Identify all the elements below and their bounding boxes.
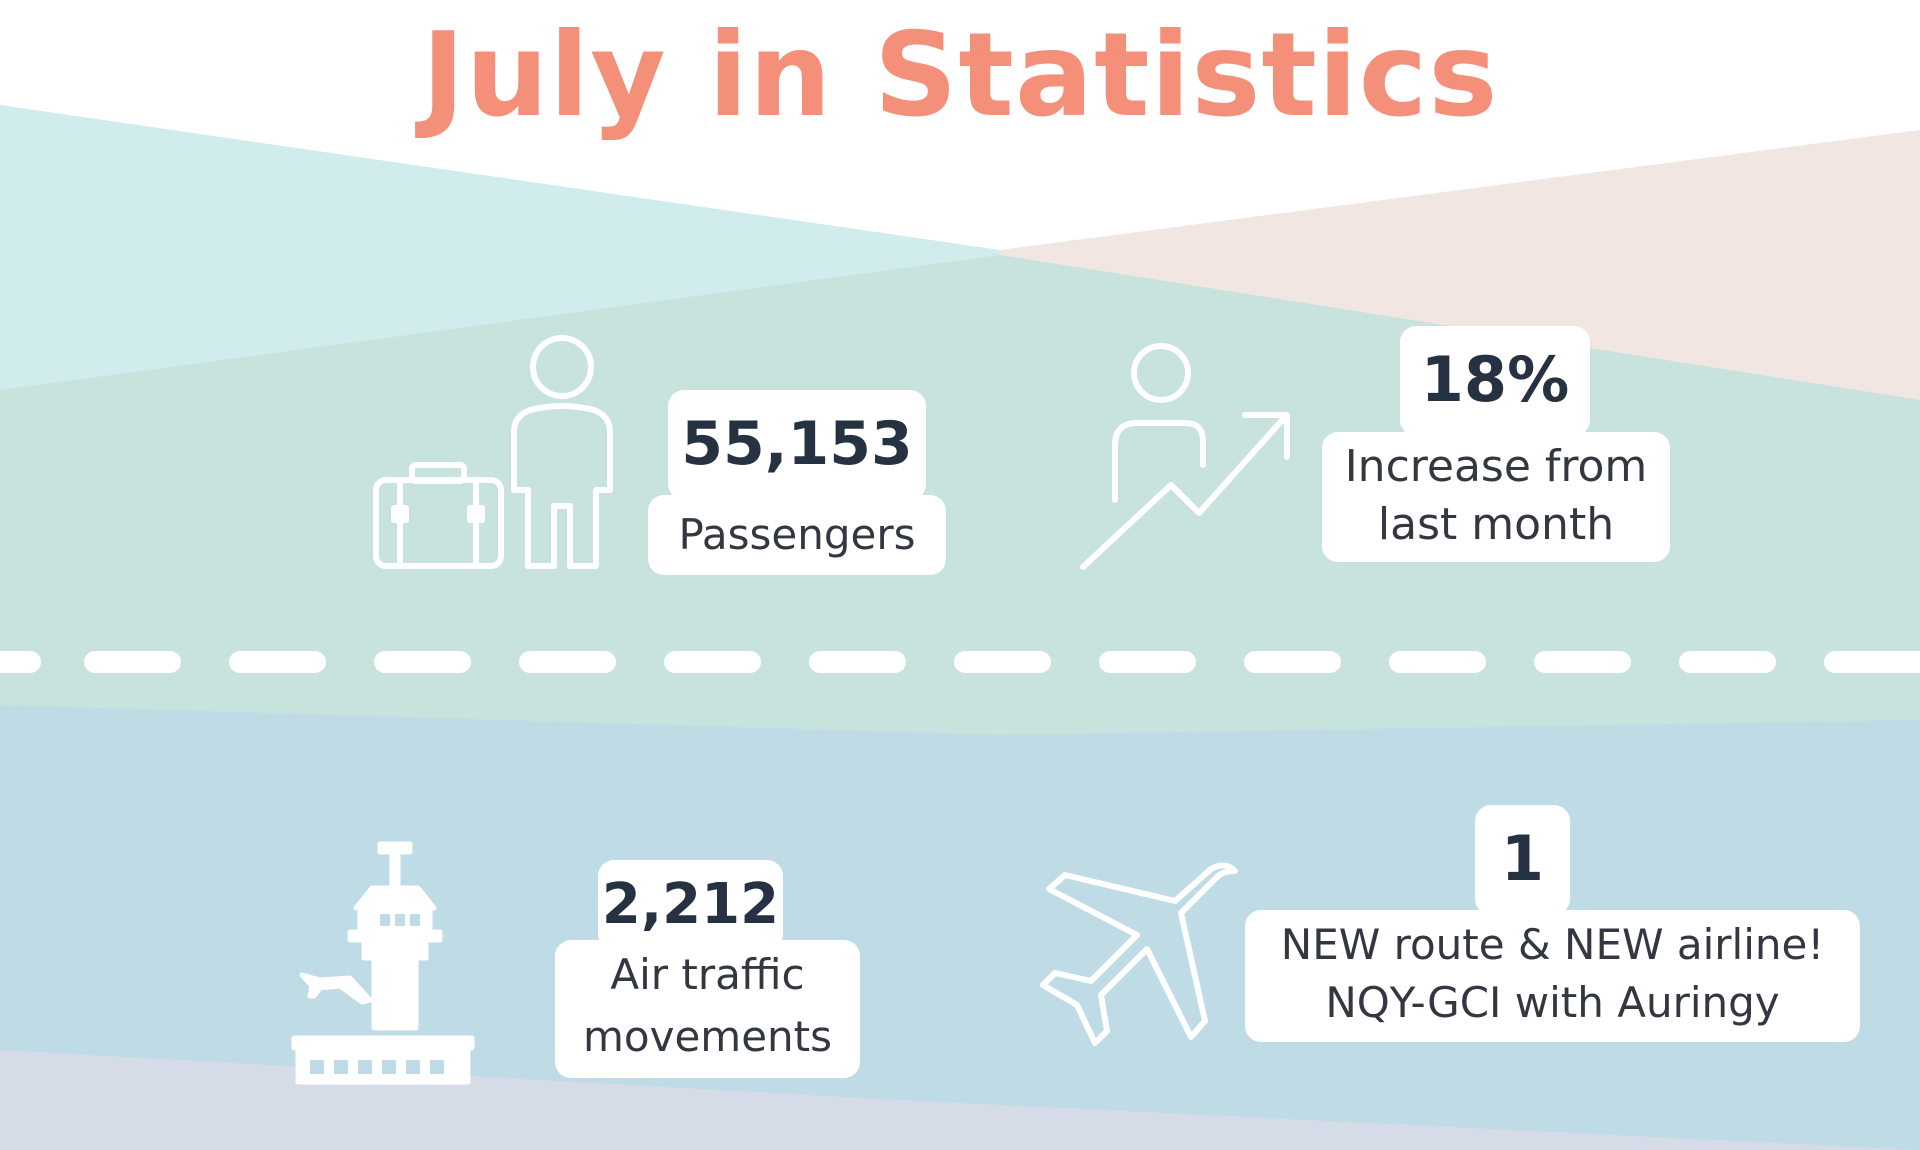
passengers-label: Passengers <box>678 510 916 559</box>
atm-label-line2: movements <box>582 1012 833 1061</box>
route-label-card: NEW route & NEW airline! NQY-GCI with Au… <box>1245 910 1860 1042</box>
increase-label-line2: last month <box>1377 499 1615 550</box>
route-value-card: 1 <box>1475 805 1570 915</box>
band-bottom-lavender <box>0 1050 1920 1150</box>
route-value: 1 <box>1500 822 1545 895</box>
person-growth-arrow-icon <box>1080 343 1290 570</box>
route-label-line1: NEW route & NEW airline! <box>1280 920 1825 969</box>
passengers-label-card: Passengers <box>648 495 946 575</box>
increase-value-card: 18% <box>1400 326 1590 436</box>
increase-value: 18% <box>1420 343 1570 416</box>
passengers-value-card: 55,153 <box>668 390 926 500</box>
control-tower-icon <box>291 841 475 1085</box>
atm-value: 2,212 <box>601 872 780 937</box>
increase-label-card: Increase from last month <box>1322 432 1670 562</box>
increase-label-line1: Increase from <box>1344 441 1648 492</box>
band-top-pink <box>1000 130 1920 400</box>
route-label-line2: NQY-GCI with Auringy <box>1325 978 1780 1027</box>
page-title: July in Statistics <box>421 8 1499 143</box>
passengers-value: 55,153 <box>681 409 913 479</box>
atm-value-card: 2,212 <box>598 860 783 950</box>
atm-label-line1: Air traffic <box>610 950 805 999</box>
airplane-icon <box>1040 862 1238 1046</box>
atm-label-card: Air traffic movements <box>555 940 860 1078</box>
passenger-with-luggage-icon <box>373 335 613 569</box>
